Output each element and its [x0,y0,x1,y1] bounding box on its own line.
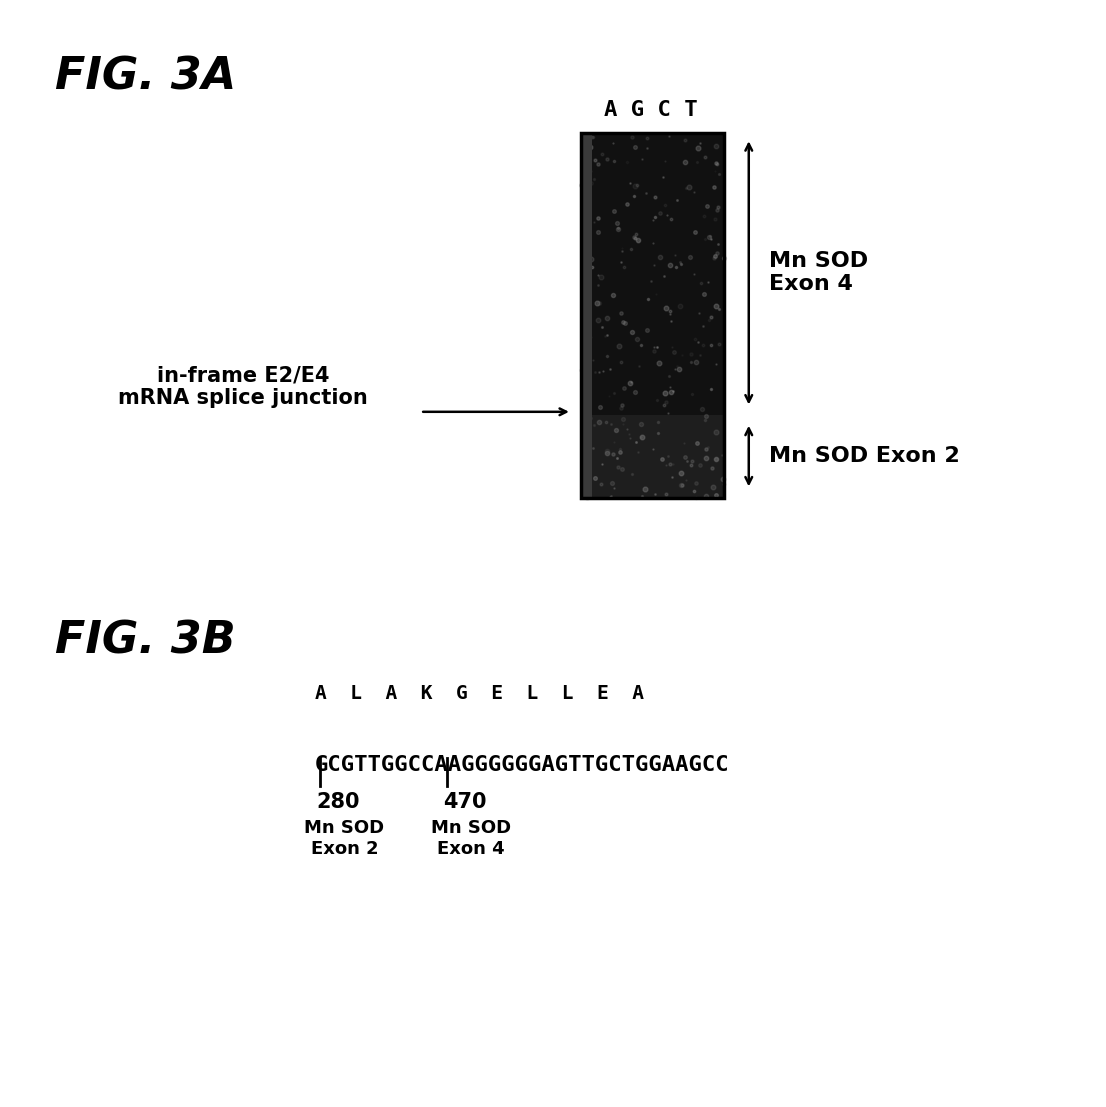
Text: 470: 470 [444,792,487,811]
Text: Mn SOD
Exon 4: Mn SOD Exon 4 [769,251,868,294]
Text: A  L  A  K  G  E  L  L  E  A: A L A K G E L L E A [315,684,644,703]
Text: FIG. 3B: FIG. 3B [55,620,236,663]
Text: Mn SOD
Exon 2: Mn SOD Exon 2 [304,819,385,858]
Text: A G C T: A G C T [604,100,697,120]
Bar [581,133,724,415]
Bar [581,133,592,498]
Bar [581,415,724,498]
Text: 280: 280 [316,792,361,811]
Text: Mn SOD Exon 2: Mn SOD Exon 2 [769,446,959,466]
Text: Mn SOD
Exon 4: Mn SOD Exon 4 [431,819,511,858]
Text: FIG. 3A: FIG. 3A [55,55,237,99]
Text: in-frame E2/E4
mRNA splice junction: in-frame E2/E4 mRNA splice junction [118,365,368,408]
Bar [581,133,724,498]
Text: GCGTTGGCCAAGGGGGGAGTTGCTGGAAGCC: GCGTTGGCCAAGGGGGGAGTTGCTGGAAGCC [315,755,730,775]
